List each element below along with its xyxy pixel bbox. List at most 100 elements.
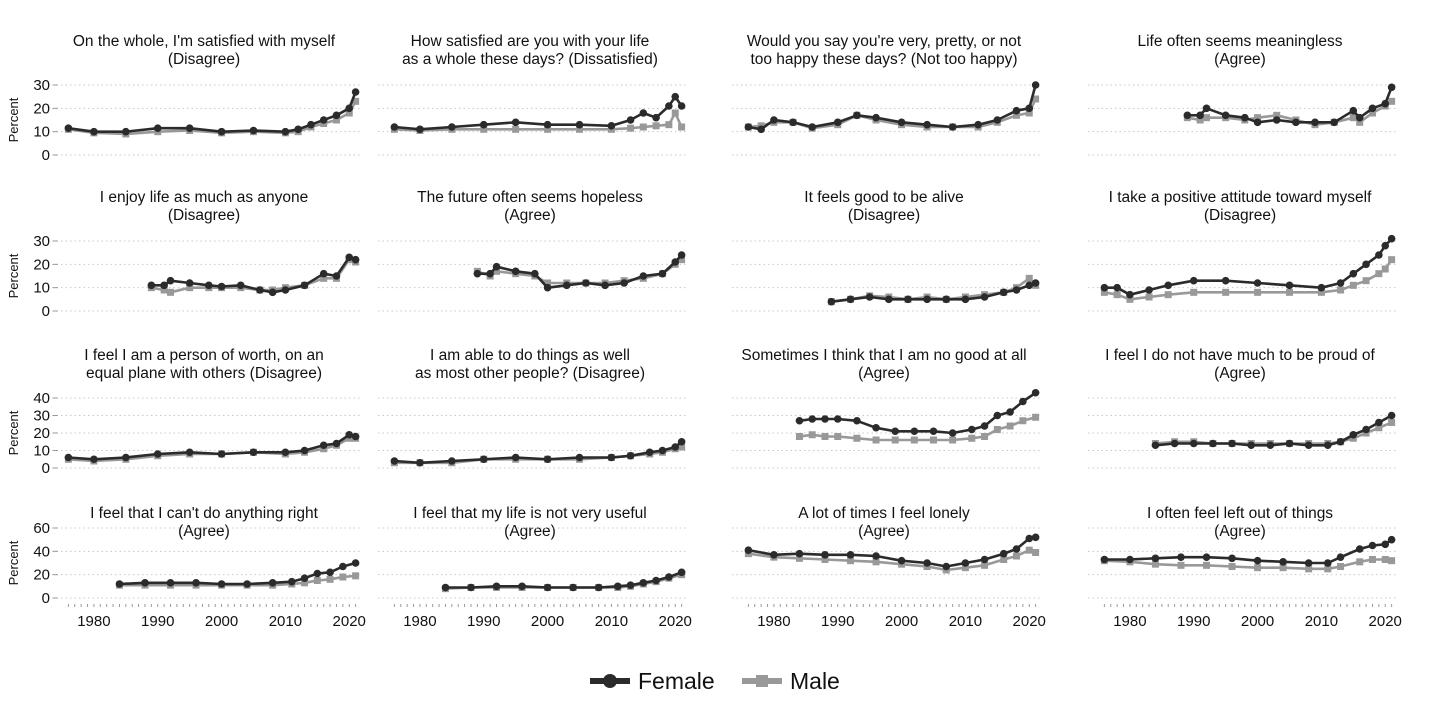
data-point [352,97,360,105]
data-point [1273,111,1281,119]
data-point [1190,288,1198,296]
data-point [853,434,861,442]
y-tick-label: 30 [33,233,50,250]
data-point [1151,441,1160,450]
data-point [511,453,520,462]
x-tick-label: 2000 [205,613,238,630]
data-point [846,551,855,559]
data-point [891,436,899,444]
data-point [1228,563,1236,570]
x-tick-label: 2010 [1305,613,1338,630]
panel-12: I feel I do not have much to be proud of… [1088,347,1398,469]
series-line [1104,237,1393,297]
x-tick-label: 2010 [269,613,302,630]
y-tick-label: 0 [42,147,50,164]
data-point [1177,561,1185,569]
panel-title-line: (Agree) [504,207,556,224]
y-tick-label: 10 [33,443,50,460]
data-point [1177,553,1185,561]
data-point [1228,439,1236,448]
legend-item-male: Male [742,668,840,694]
panel-title-line: The future often seems hopeless [417,189,643,206]
data-point [287,577,296,586]
panel-title-line: (Agree) [1214,365,1266,382]
data-point [1203,561,1211,569]
y-tick-label: 10 [33,124,50,141]
data-point [1032,95,1040,103]
x-tick-label: 1990 [1177,613,1210,630]
data-point [1019,417,1027,425]
x-tick-label: 2010 [949,613,982,630]
data-point [1381,265,1389,273]
data-point [757,125,765,134]
data-point [326,575,334,583]
data-point [613,582,622,591]
data-point [543,583,552,592]
series-line [748,84,1037,131]
data-point [1336,553,1345,561]
series-line [68,433,356,461]
data-point [891,427,899,436]
data-point [1336,437,1345,446]
data-point [865,293,874,301]
data-point [999,549,1008,558]
data-point [1388,557,1396,565]
data-point [544,125,552,133]
data-point [645,448,654,457]
panel-title-line: On the whole, I'm satisfied with myself [73,33,336,50]
data-point [345,430,354,439]
panel-title-line: as a whole these days? (Dissatisfied) [402,51,658,68]
data-point [770,116,778,124]
series-female [441,568,686,592]
data-point [942,295,951,304]
series-male [827,274,1040,306]
data-point [1285,439,1294,448]
series-female [115,559,360,588]
data-point [1279,558,1287,566]
data-point [1164,291,1172,299]
y-tick-label: 40 [33,390,50,407]
series-male [64,434,360,465]
data-point [980,555,989,564]
y-axis-label: Percent [6,253,21,298]
data-point [300,281,309,290]
data-point [1031,81,1040,89]
data-point [1031,279,1040,287]
legend-marker [756,675,768,687]
data-point [1368,541,1377,550]
y-axis-label: Percent [6,540,21,585]
data-point [607,122,616,130]
data-point [626,116,635,124]
data-point [1375,270,1383,278]
data-point [122,453,130,462]
data-point [923,295,931,304]
x-tick-label: 1980 [1113,613,1146,630]
data-point [961,295,970,304]
data-point [1254,288,1262,296]
data-point [1304,559,1313,567]
data-point [256,286,264,294]
data-point [1355,545,1364,553]
data-point [1189,439,1198,448]
data-point [923,120,931,129]
data-point [821,433,829,440]
y-tick-label: 40 [33,543,50,560]
data-point [834,433,842,440]
data-point [575,120,584,129]
data-point [90,455,98,464]
data-point [1228,554,1236,563]
series-female [795,388,1040,437]
panel-8: I take a positive attitude toward myself… [1088,189,1398,312]
data-point [249,126,258,135]
data-point [795,554,803,562]
data-point [1362,260,1370,269]
panel-title-line: I feel I am a person of worth, on an [84,347,324,364]
data-point [993,411,1002,420]
data-point [885,295,893,304]
data-point [486,269,494,278]
series-line [799,391,1037,435]
data-point [1012,106,1021,115]
data-point [1387,411,1396,420]
data-point [665,121,673,129]
data-point [332,116,340,124]
